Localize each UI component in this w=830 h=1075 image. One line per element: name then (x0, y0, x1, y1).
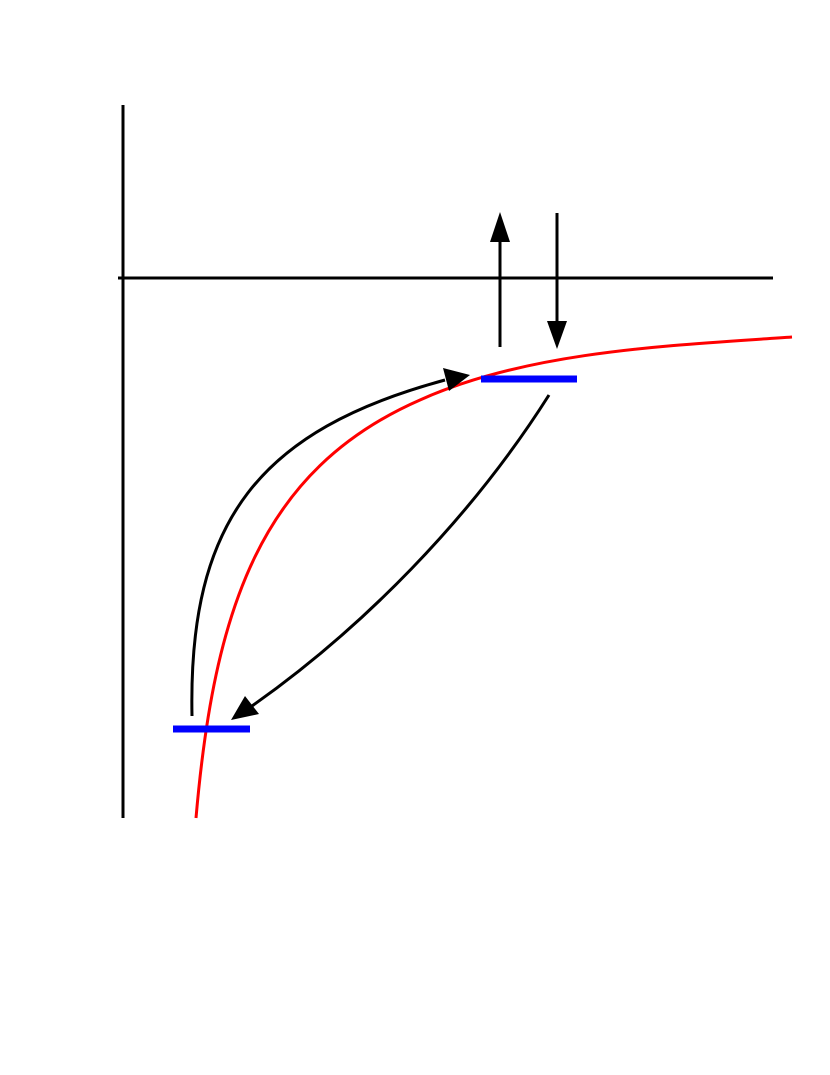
down-arrow (547, 213, 567, 349)
up-arrow (490, 212, 510, 347)
potential-energy-curve (194, 335, 793, 819)
transition-arrow-down (231, 394, 551, 720)
transition-arrow-up (190, 368, 470, 717)
